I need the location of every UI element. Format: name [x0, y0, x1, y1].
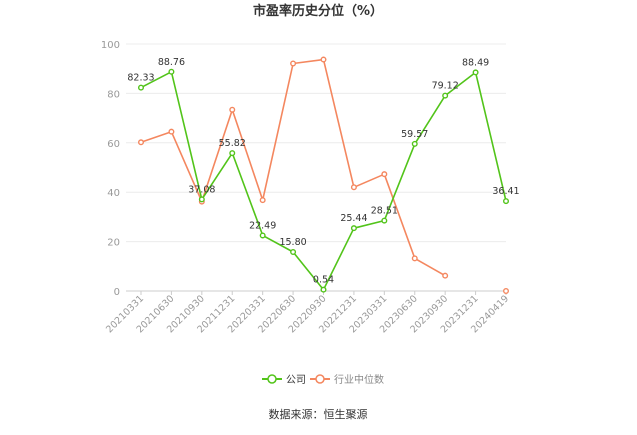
- data-point-company[interactable]: [350, 225, 357, 232]
- data-point-industry-median[interactable]: [290, 60, 297, 67]
- data-point-company[interactable]: [198, 196, 205, 203]
- data-label: 15.80: [279, 237, 306, 248]
- data-point-company[interactable]: [290, 248, 297, 255]
- legend-label-industry-median: 行业中位数: [334, 373, 384, 386]
- y-tick-label: 0: [114, 287, 120, 298]
- data-label: 28.51: [371, 206, 398, 217]
- data-point-company[interactable]: [259, 232, 266, 239]
- data-point-company[interactable]: [503, 198, 510, 205]
- data-label: 88.76: [158, 57, 185, 68]
- y-tick-label: 20: [107, 238, 120, 249]
- data-point-company[interactable]: [381, 217, 388, 224]
- y-tick-label: 60: [107, 139, 120, 150]
- data-point-company[interactable]: [229, 150, 236, 157]
- data-label: 0.54: [313, 275, 334, 286]
- data-point-company[interactable]: [168, 68, 175, 75]
- y-tick-label: 40: [107, 188, 120, 199]
- data-label: 59.57: [401, 129, 428, 140]
- series-line-company: [140, 71, 507, 291]
- legend-item-company[interactable]: 公司: [262, 374, 306, 386]
- data-point-industry-median[interactable]: [411, 255, 418, 262]
- data-label: 22.49: [249, 220, 276, 231]
- source-note: 数据来源：恒生聚源: [269, 407, 368, 421]
- data-label: 82.33: [127, 73, 154, 84]
- data-point-industry-median[interactable]: [381, 171, 388, 178]
- series-lines: [137, 56, 510, 295]
- data-label: 88.49: [462, 57, 489, 68]
- data-label: 79.12: [432, 81, 459, 92]
- data-point-company[interactable]: [411, 140, 418, 147]
- data-point-industry-median[interactable]: [229, 106, 236, 113]
- y-tick-label: 80: [107, 89, 120, 100]
- data-point-company[interactable]: [137, 84, 144, 91]
- y-tick-label: 100: [101, 40, 120, 51]
- data-point-industry-median[interactable]: [320, 56, 327, 63]
- data-point-company[interactable]: [320, 286, 327, 293]
- legend-item-industry-median[interactable]: 行业中位数: [310, 373, 384, 386]
- data-point-company[interactable]: [442, 92, 449, 99]
- data-label: 55.82: [219, 138, 246, 149]
- data-point-company[interactable]: [472, 69, 479, 76]
- data-point-industry-median[interactable]: [259, 197, 266, 204]
- legend-label-company: 公司: [286, 375, 306, 386]
- data-point-industry-median[interactable]: [503, 288, 510, 295]
- data-point-industry-median[interactable]: [168, 128, 175, 135]
- chart-title: 市盈率历史分位（%）: [253, 3, 383, 19]
- data-label: 36.41: [492, 186, 519, 197]
- data-label: 25.44: [340, 213, 367, 224]
- data-point-industry-median[interactable]: [442, 272, 449, 279]
- legend: 公司 行业中位数: [262, 373, 384, 386]
- data-point-industry-median[interactable]: [350, 184, 357, 191]
- data-label: 37.08: [188, 184, 215, 195]
- grid: [126, 43, 506, 292]
- data-point-industry-median[interactable]: [137, 139, 144, 146]
